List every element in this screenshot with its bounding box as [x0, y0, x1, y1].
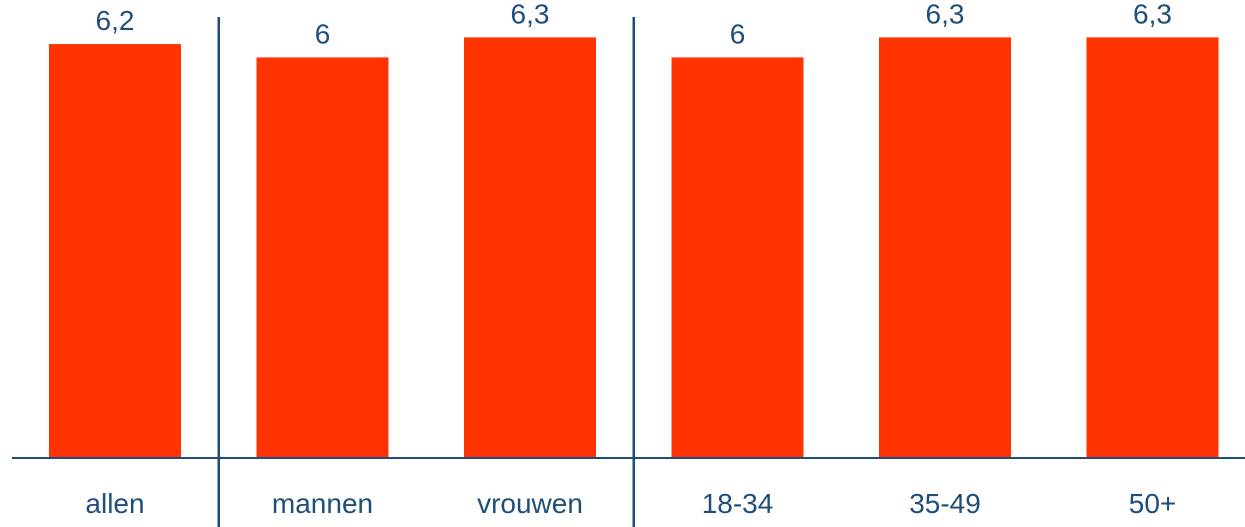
- bar-50+: [1086, 37, 1219, 458]
- tick-label-35-49: 35-49: [909, 488, 981, 519]
- value-label-allen: 6,2: [96, 5, 135, 36]
- bar-18-34: [671, 57, 804, 459]
- tick-label-allen: allen: [85, 488, 144, 519]
- bars-group: [49, 37, 1219, 459]
- tick-label-vrouwen: vrouwen: [477, 488, 583, 519]
- value-label-18-34: 6: [730, 18, 746, 49]
- bar-allen: [49, 44, 181, 458]
- x-tick-labels-group: allen mannen vrouwen 18-34 35-49 50+: [85, 488, 1176, 519]
- bar-vrouwen: [464, 37, 596, 458]
- group-separators: [217, 17, 635, 527]
- value-labels-group: 6,2 6 6,3 6 6,3 6,3: [96, 0, 1172, 49]
- tick-label-50+: 50+: [1129, 488, 1177, 519]
- value-label-35-49: 6,3: [926, 0, 965, 29]
- tick-label-mannen: mannen: [272, 488, 373, 519]
- tick-label-18-34: 18-34: [702, 488, 774, 519]
- value-label-vrouwen: 6,3: [511, 0, 550, 29]
- value-label-mannen: 6: [315, 18, 331, 49]
- bar-35-49: [879, 37, 1011, 458]
- value-label-50+: 6,3: [1133, 0, 1172, 29]
- bar-mannen: [256, 57, 389, 459]
